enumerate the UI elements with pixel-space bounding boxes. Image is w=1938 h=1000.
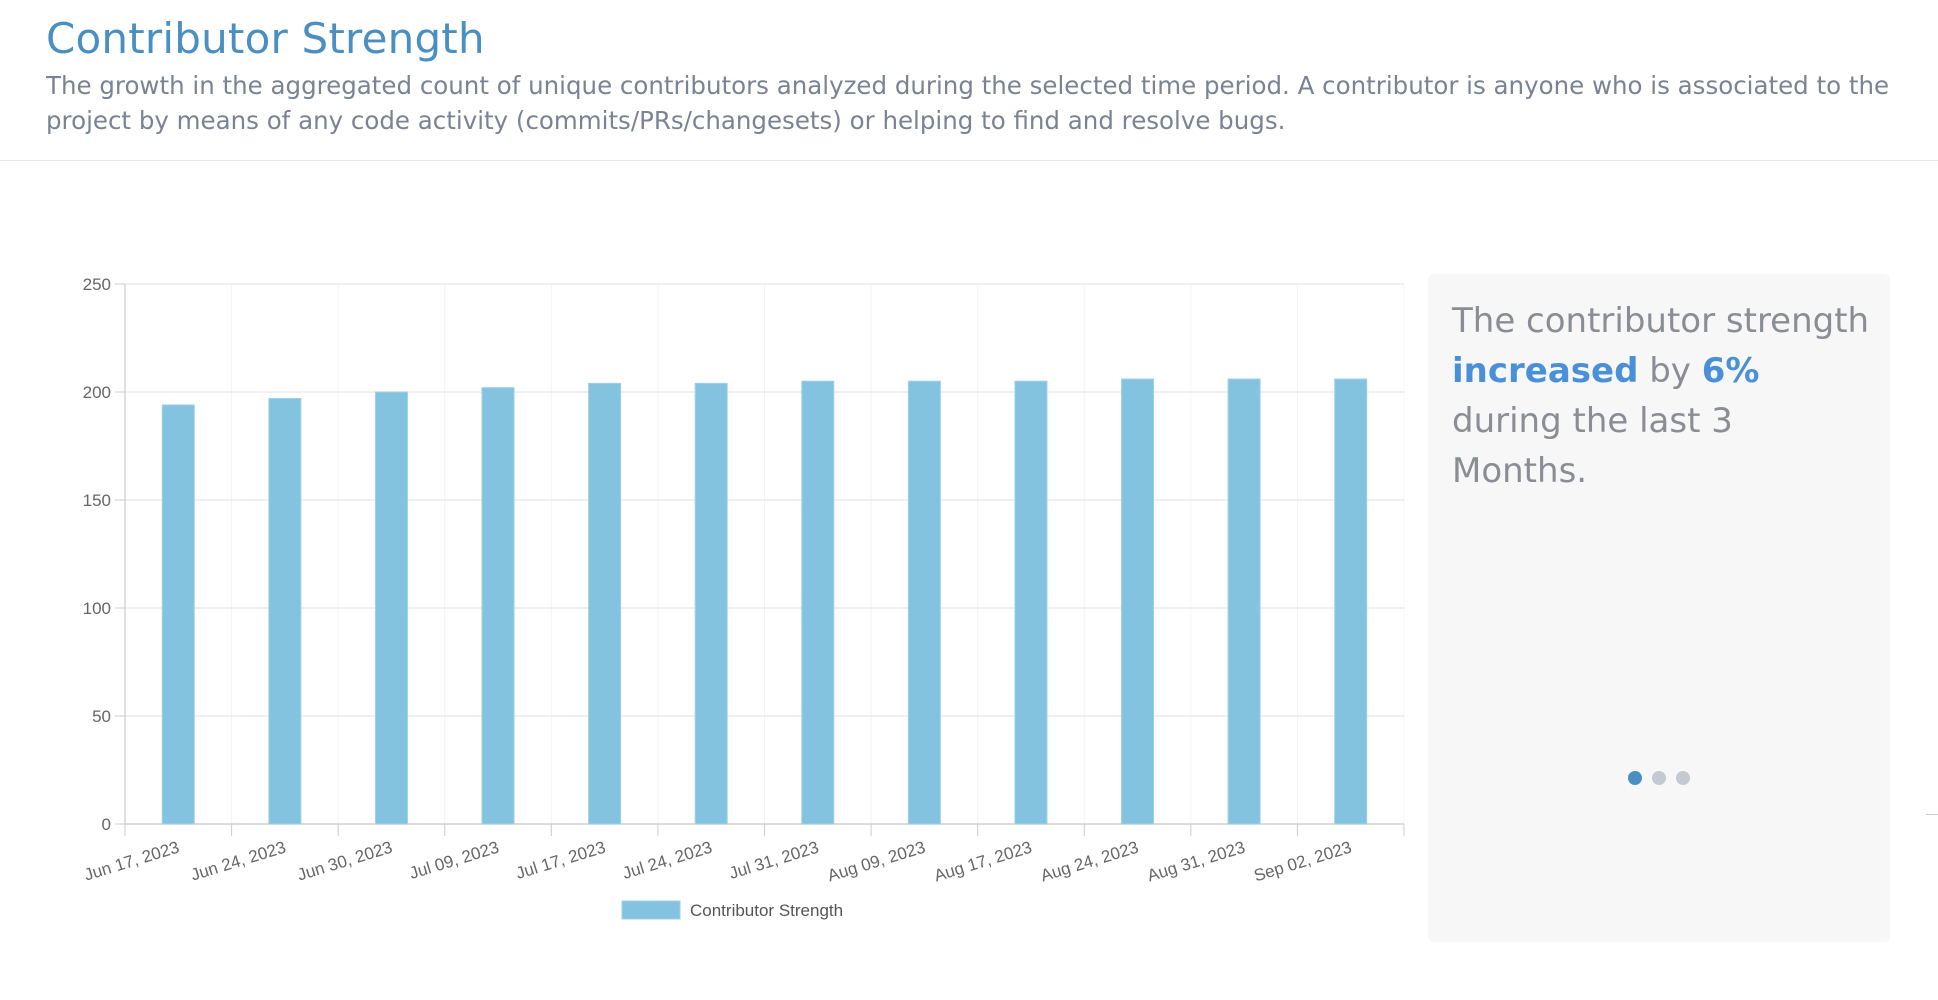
x-tick-label: Aug 09, 2023 bbox=[825, 838, 927, 886]
y-tick-label: 50 bbox=[92, 707, 111, 726]
bar bbox=[1227, 378, 1261, 825]
bar bbox=[907, 380, 941, 825]
edge-divider bbox=[1926, 814, 1938, 815]
bar bbox=[268, 397, 302, 825]
x-tick-label: Jun 17, 2023 bbox=[82, 838, 182, 885]
bar bbox=[801, 380, 835, 825]
pager-dot-2[interactable] bbox=[1652, 771, 1666, 785]
x-tick-label: Aug 24, 2023 bbox=[1038, 838, 1140, 886]
legend-swatch bbox=[621, 900, 681, 920]
x-tick-label: Aug 17, 2023 bbox=[932, 838, 1034, 886]
insight-text-before: The contributor strength bbox=[1452, 301, 1870, 341]
bar bbox=[1014, 380, 1048, 825]
x-tick-label: Jun 30, 2023 bbox=[295, 838, 395, 885]
bar bbox=[374, 391, 408, 825]
bar bbox=[1334, 378, 1368, 825]
y-tick-label: 200 bbox=[83, 383, 111, 402]
bar bbox=[1121, 378, 1155, 825]
y-tick-label: 100 bbox=[83, 599, 111, 618]
y-tick-label: 250 bbox=[83, 275, 111, 294]
bar bbox=[481, 387, 515, 825]
bar bbox=[694, 382, 728, 825]
x-tick-label: Jun 24, 2023 bbox=[188, 838, 288, 885]
insight-percent: 6% bbox=[1701, 351, 1760, 391]
x-tick-label: Jul 24, 2023 bbox=[620, 838, 714, 883]
page-header: Contributor Strength The growth in the a… bbox=[0, 0, 1938, 161]
bar bbox=[588, 382, 622, 825]
x-tick-label: Aug 31, 2023 bbox=[1145, 838, 1247, 886]
x-tick-label: Sep 02, 2023 bbox=[1252, 838, 1354, 886]
insight-pager bbox=[1628, 771, 1690, 785]
x-tick-label: Jul 17, 2023 bbox=[514, 838, 608, 883]
y-tick-label: 150 bbox=[83, 491, 111, 510]
insight-text-middle: by bbox=[1638, 351, 1702, 391]
bar-chart: 0 50 100 150 200 250 Jun 17, 2023 Jun 24, 2023 J… bbox=[0, 260, 1420, 950]
bar bbox=[161, 404, 195, 825]
y-tick-label: 0 bbox=[102, 815, 111, 834]
insight-text-after: during the last 3 Months. bbox=[1452, 401, 1733, 491]
insight-trend-word: increased bbox=[1452, 351, 1639, 391]
pager-dot-3[interactable] bbox=[1676, 771, 1690, 785]
insight-panel: The contributor strength increased by 6%… bbox=[1428, 274, 1890, 942]
page-title: Contributor Strength bbox=[46, 14, 485, 63]
legend-label: Contributor Strength bbox=[690, 901, 843, 920]
pager-dot-1[interactable] bbox=[1628, 771, 1642, 785]
page-description: The growth in the aggregated count of un… bbox=[46, 71, 1890, 135]
x-tick-label: Jul 31, 2023 bbox=[727, 838, 821, 883]
insight-text: The contributor strength increased by 6%… bbox=[1452, 296, 1872, 496]
x-tick-label: Jul 09, 2023 bbox=[407, 838, 501, 883]
